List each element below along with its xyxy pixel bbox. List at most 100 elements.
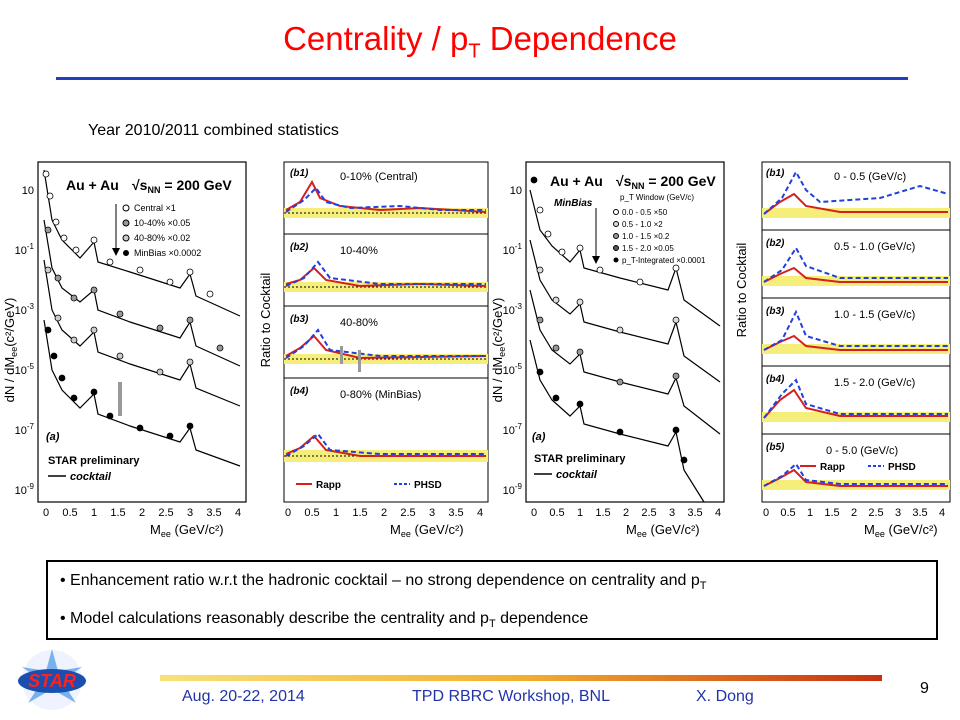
svg-text:(b2): (b2) xyxy=(766,238,785,249)
svg-text:2: 2 xyxy=(623,507,629,519)
right-cocktail-curves xyxy=(529,189,721,503)
right-ratio-xlabel: Mee (GeV/c²) xyxy=(864,522,938,539)
right-ylabel: dN / dMee(c²/GeV) xyxy=(490,298,507,403)
svg-text:0: 0 xyxy=(43,507,49,519)
mass-spectrum-left: dN / dMee(c²/GeV) 10 10-1 10-3 10-5 10-7… xyxy=(2,161,247,539)
svg-text:2.5: 2.5 xyxy=(641,507,656,519)
left-ylabel: dN / dMee(c²/GeV) xyxy=(2,298,19,403)
svg-text:0.0 - 0.5 ×50: 0.0 - 0.5 ×50 xyxy=(622,208,668,217)
svg-text:Rapp: Rapp xyxy=(820,462,845,473)
left-cocktail-label: cocktail xyxy=(70,471,112,483)
svg-text:2.5: 2.5 xyxy=(400,507,415,519)
star-logo: STAR xyxy=(18,649,86,710)
left-prelim: STAR preliminary xyxy=(48,455,140,467)
svg-text:Rapp: Rapp xyxy=(316,480,341,491)
svg-text:3.5: 3.5 xyxy=(912,507,927,519)
page-number: 9 xyxy=(920,680,929,697)
left-xticks: 0 0.5 1 1.5 2 2.5 3 3.5 4 xyxy=(43,507,241,519)
svg-text:4: 4 xyxy=(715,507,721,519)
left-xlabel: Mee (GeV/c²) xyxy=(150,522,224,539)
svg-text:2.5: 2.5 xyxy=(868,507,883,519)
svg-text:1.5: 1.5 xyxy=(352,507,367,519)
right-species: Au + Au xyxy=(550,173,603,189)
svg-text:(b3): (b3) xyxy=(766,306,785,317)
left-energy: √sNN = 200 GeV xyxy=(132,177,232,195)
svg-text:40-80% ×0.02: 40-80% ×0.02 xyxy=(134,233,190,243)
ratio-panel-b4: (b4) 0-80% (MinBias) Rapp PHSD xyxy=(283,377,489,503)
svg-text:10: 10 xyxy=(22,185,34,197)
right-ratio-panel-b5: (b5) 0 - 5.0 (GeV/c) Rapp PHSD xyxy=(761,433,951,503)
svg-text:STAR: STAR xyxy=(28,671,76,691)
svg-text:(b2): (b2) xyxy=(290,242,309,253)
right-energy: √sNN = 200 GeV xyxy=(616,173,716,191)
right-xticks: 0 0.5 1 1.5 2 2.5 3 3.5 4 xyxy=(531,507,721,519)
left-yticks: 10 10-1 10-3 10-5 10-7 10-9 xyxy=(15,185,35,497)
footer-author: X. Dong xyxy=(696,688,754,705)
title-rest: Dependence xyxy=(480,20,677,57)
svg-text:3: 3 xyxy=(187,507,193,519)
svg-text:1.5 - 2.0 ×0.05: 1.5 - 2.0 ×0.05 xyxy=(622,244,674,253)
right-cocktail-label: cocktail xyxy=(556,469,598,481)
svg-text:2: 2 xyxy=(851,507,857,519)
left-ratio-xlabel: Mee (GeV/c²) xyxy=(390,522,464,539)
right-data-points xyxy=(530,176,688,464)
title-main: Centrality / p xyxy=(283,20,469,57)
left-legend: Central ×1 10-40% ×0.05 40-80% ×0.02 Min… xyxy=(122,203,201,258)
svg-text:PHSD: PHSD xyxy=(888,462,916,473)
svg-text:10-3: 10-3 xyxy=(503,302,523,317)
left-data-points xyxy=(42,170,224,440)
svg-text:p_T Window (GeV/c): p_T Window (GeV/c) xyxy=(620,193,694,202)
title-subscript: T xyxy=(468,40,481,63)
svg-text:1.5 - 2.0 (GeV/c): 1.5 - 2.0 (GeV/c) xyxy=(834,377,915,389)
svg-text:10-7: 10-7 xyxy=(503,422,523,437)
right-ratio-ylabel: Ratio to Cocktail xyxy=(734,243,749,338)
svg-text:1.5: 1.5 xyxy=(110,507,125,519)
svg-text:0.5: 0.5 xyxy=(304,507,319,519)
svg-text:(b5): (b5) xyxy=(766,442,785,453)
ratio-panel-b1: (b1) 0-10% (Central) xyxy=(283,161,489,235)
left-species: Au + Au xyxy=(66,177,119,193)
svg-text:40-80%: 40-80% xyxy=(340,317,378,329)
svg-text:(b1): (b1) xyxy=(290,168,309,179)
svg-text:p_T-Integrated ×0.0001: p_T-Integrated ×0.0001 xyxy=(622,256,706,265)
right-ratio-xticks: 0 0.5 1 1.5 2 2.5 3 3.5 4 xyxy=(763,507,945,519)
svg-text:Central ×1: Central ×1 xyxy=(134,203,176,213)
left-panel-tag: (a) xyxy=(46,431,60,443)
svg-text:3: 3 xyxy=(895,507,901,519)
bullet-enhancement: • Enhancement ratio w.r.t the hadronic c… xyxy=(60,572,707,593)
right-yticks: 10 10-1 10-3 10-5 10-7 10-9 xyxy=(503,185,523,497)
svg-text:1: 1 xyxy=(577,507,583,519)
svg-text:4: 4 xyxy=(477,507,483,519)
summary-box: • Enhancement ratio w.r.t the hadronic c… xyxy=(46,560,938,640)
svg-text:2: 2 xyxy=(139,507,145,519)
svg-text:10-5: 10-5 xyxy=(503,362,523,377)
svg-text:1: 1 xyxy=(807,507,813,519)
svg-text:10-7: 10-7 xyxy=(15,422,35,437)
svg-text:10-1: 10-1 xyxy=(503,242,523,257)
svg-text:(b4): (b4) xyxy=(766,374,785,385)
statistics-caption: Year 2010/2011 combined statistics xyxy=(88,122,339,139)
svg-text:(b1): (b1) xyxy=(766,168,785,179)
svg-text:3: 3 xyxy=(669,507,675,519)
svg-text:10-9: 10-9 xyxy=(15,482,35,497)
svg-text:4: 4 xyxy=(939,507,945,519)
right-ratio-panel-b2: (b2) 0.5 - 1.0 (GeV/c) xyxy=(761,229,951,299)
svg-text:(b4): (b4) xyxy=(290,386,309,397)
svg-text:3: 3 xyxy=(429,507,435,519)
svg-text:4: 4 xyxy=(235,507,241,519)
svg-text:3.5: 3.5 xyxy=(687,507,702,519)
svg-text:(b3): (b3) xyxy=(290,314,309,325)
svg-text:10-3: 10-3 xyxy=(15,302,35,317)
svg-text:0.5 - 1.0 ×2: 0.5 - 1.0 ×2 xyxy=(622,220,663,229)
ratio-panel-b2: (b2) 10-40% xyxy=(283,233,489,307)
svg-text:1: 1 xyxy=(333,507,339,519)
ratio-panels-right: Ratio to Cocktail (b1) 0 - 0.5 (GeV/c) (… xyxy=(734,161,951,539)
right-minbias: MinBias xyxy=(554,198,593,209)
figure-area: dN / dMee(c²/GeV) 10 10-1 10-3 10-5 10-7… xyxy=(2,161,951,539)
svg-text:10-5: 10-5 xyxy=(15,362,35,377)
svg-text:2.5: 2.5 xyxy=(158,507,173,519)
right-ratio-panel-b3: (b3) 1.0 - 1.5 (GeV/c) xyxy=(761,297,951,367)
ratio-panels-left: Ratio to Cocktail (b1) 0-10% (Central) (… xyxy=(258,161,489,539)
svg-text:10-40% ×0.05: 10-40% ×0.05 xyxy=(134,218,190,228)
svg-text:0-10% (Central): 0-10% (Central) xyxy=(340,171,418,183)
